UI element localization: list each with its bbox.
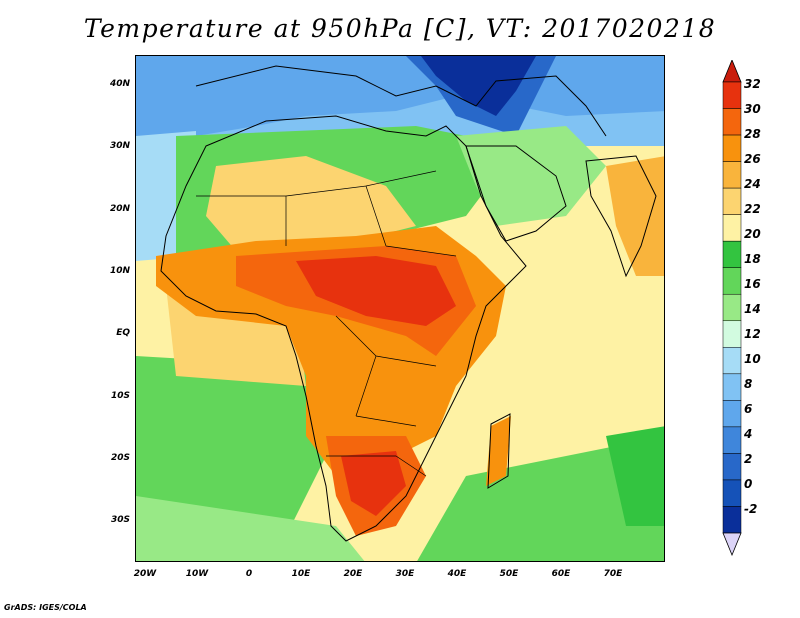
colorbar-box [722,267,742,295]
lon-label-50e: 50E [499,569,519,579]
africa-coastline [160,115,527,542]
colorbar-label-18: 18 [744,252,761,266]
lat-label-eq: EQ [116,328,130,338]
colorbar [722,60,742,556]
colorbar-label-4: 4 [744,427,753,441]
field-core-hottest [296,256,456,326]
india-coastline [585,155,657,278]
colorbar-label-24: 24 [744,177,761,191]
colorbar-box [722,134,742,162]
colorbar-label-26: 26 [744,152,761,166]
colorbar-box [722,426,742,454]
colorbar-box [722,293,742,322]
colorbar-label-2: 2 [744,452,753,466]
lon-label-40e: 40E [447,569,467,579]
colorbar-box [722,240,742,268]
colorbar-box [722,479,742,507]
colorbar-label-28: 28 [744,127,761,141]
field-caspian-cold [421,56,536,116]
field-south-cold [136,496,365,561]
colorbar-under-triangle [722,532,742,556]
country-borders [196,170,457,477]
field-sahara-warm [206,156,416,251]
colorbar-label-22: 22 [744,202,761,216]
colorbar-label-20: 20 [744,227,761,241]
lat-label-20s: 20S [110,453,130,463]
lon-label-20e: 20E [343,569,363,579]
colorbar-box [722,373,742,401]
colorbar-label-8: 8 [744,377,753,391]
lon-label-10w: 10W [185,569,209,579]
field-south-africa-core [341,451,406,516]
colorbar-label-30: 30 [744,102,761,116]
lat-label-40n: 40N [109,79,130,89]
field-indian-ocean-east [606,426,664,526]
field-arabia-green [456,126,606,226]
colorbar-label-6: 6 [744,402,753,416]
colorbar-label-minus2: -2 [744,502,758,516]
colorbar-boxes [722,81,742,534]
colorbar-label-0: 0 [744,477,753,491]
colorbar-label-16: 16 [744,277,761,291]
colorbar-box [722,347,742,375]
lat-label-20n: 20N [109,204,130,214]
field-madagascar [486,416,511,486]
colorbar-box [722,506,742,534]
colorbar-box [722,400,742,428]
lat-label-10n: 10N [109,266,130,276]
colorbar-box [722,453,742,481]
colorbar-box [722,320,742,348]
lon-label-0: 0 [245,569,253,579]
map-title: Temperature at 950hPa [C], VT: 201702021… [83,14,717,43]
lat-label-10s: 10S [110,391,130,401]
colorbar-label-14: 14 [744,302,761,316]
lon-label-10e: 10E [291,569,311,579]
colorbar-box [722,214,742,242]
lat-label-30s: 30S [110,515,130,525]
lon-label-60e: 60E [551,569,571,579]
colorbar-label-12: 12 [744,327,761,341]
lon-label-30e: 30E [395,569,415,579]
field-south-atlantic-green [136,356,326,536]
footer-credit: GrADS: IGES/COLA [4,603,87,612]
colorbar-box [722,161,742,189]
field-india-warm [606,156,664,276]
colorbar-box [722,187,742,215]
lat-label-30n: 30N [109,141,130,151]
lon-label-20w: 20W [133,569,157,579]
colorbar-label-32: 32 [744,77,761,91]
colorbar-box [722,108,742,136]
colorbar-over-triangle [722,60,742,83]
mediterranean-coastline [195,65,607,137]
colorbar-label-10: 10 [744,352,761,366]
colorbar-box [722,81,742,109]
lon-label-70e: 70E [603,569,623,579]
temperature-map [136,56,664,561]
madagascar-coastline [487,413,511,489]
map-plot-area [135,55,665,562]
field-indian-ocean-south [417,436,664,561]
arabia-coastline [465,145,567,242]
